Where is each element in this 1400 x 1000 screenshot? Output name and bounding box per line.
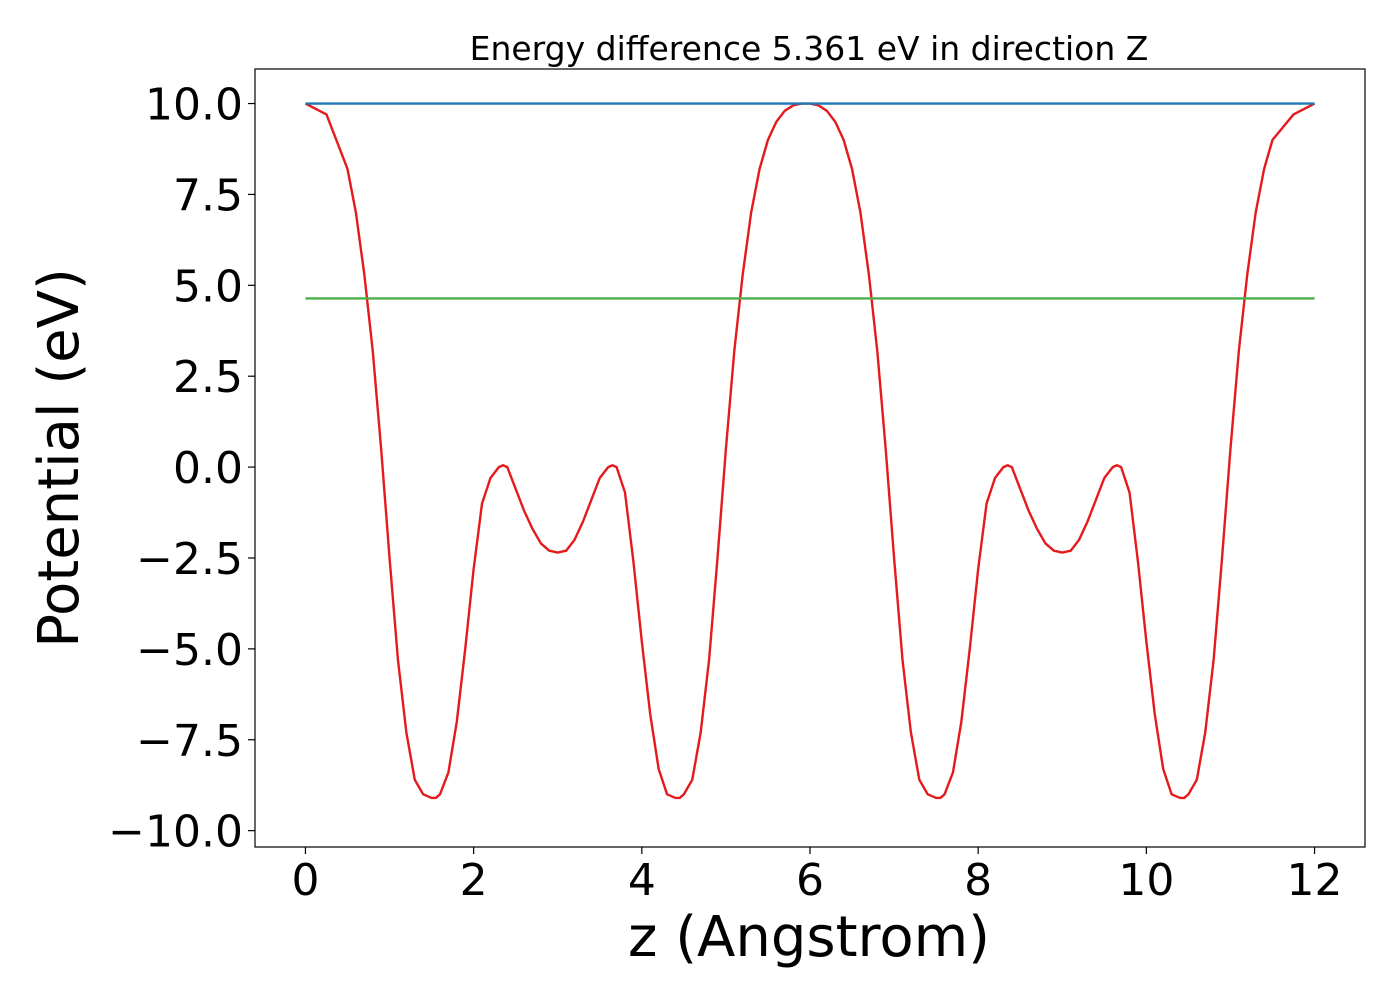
chart-title: Energy difference 5.361 eV in direction … (470, 29, 1149, 68)
x-axis-label: z (Angstrom) (628, 905, 990, 970)
x-tick-label: 0 (291, 855, 319, 906)
y-axis-label: Potential (eV) (27, 268, 92, 648)
y-tick-label: 7.5 (173, 170, 243, 221)
y-tick-label: −2.5 (136, 534, 243, 585)
y-tick-label: 10.0 (145, 80, 243, 131)
y-tick-label: 0.0 (173, 443, 243, 494)
y-tick-label: −5.0 (136, 625, 243, 676)
x-tick-label: 10 (1118, 855, 1174, 906)
plot-area (304, 102, 1316, 800)
y-tick-label: −10.0 (108, 807, 243, 858)
y-tick-label: −7.5 (136, 716, 243, 767)
x-tick-label: 12 (1287, 855, 1343, 906)
series-line-0 (304, 102, 1316, 800)
x-tick-label: 6 (796, 855, 824, 906)
x-tick-label: 4 (628, 855, 656, 906)
axes-frame (254, 68, 1366, 848)
y-axis: 10.0 7.5 5.0 2.5 0.0 −2.5 −5.0 −7.5 −10.0 (108, 80, 255, 858)
x-tick-label: 8 (964, 855, 992, 906)
x-axis: 0 2 4 6 8 10 12 (291, 847, 1343, 906)
y-tick-label: 2.5 (173, 352, 243, 403)
x-tick-label: 2 (460, 855, 488, 906)
y-tick-label: 5.0 (173, 261, 243, 312)
